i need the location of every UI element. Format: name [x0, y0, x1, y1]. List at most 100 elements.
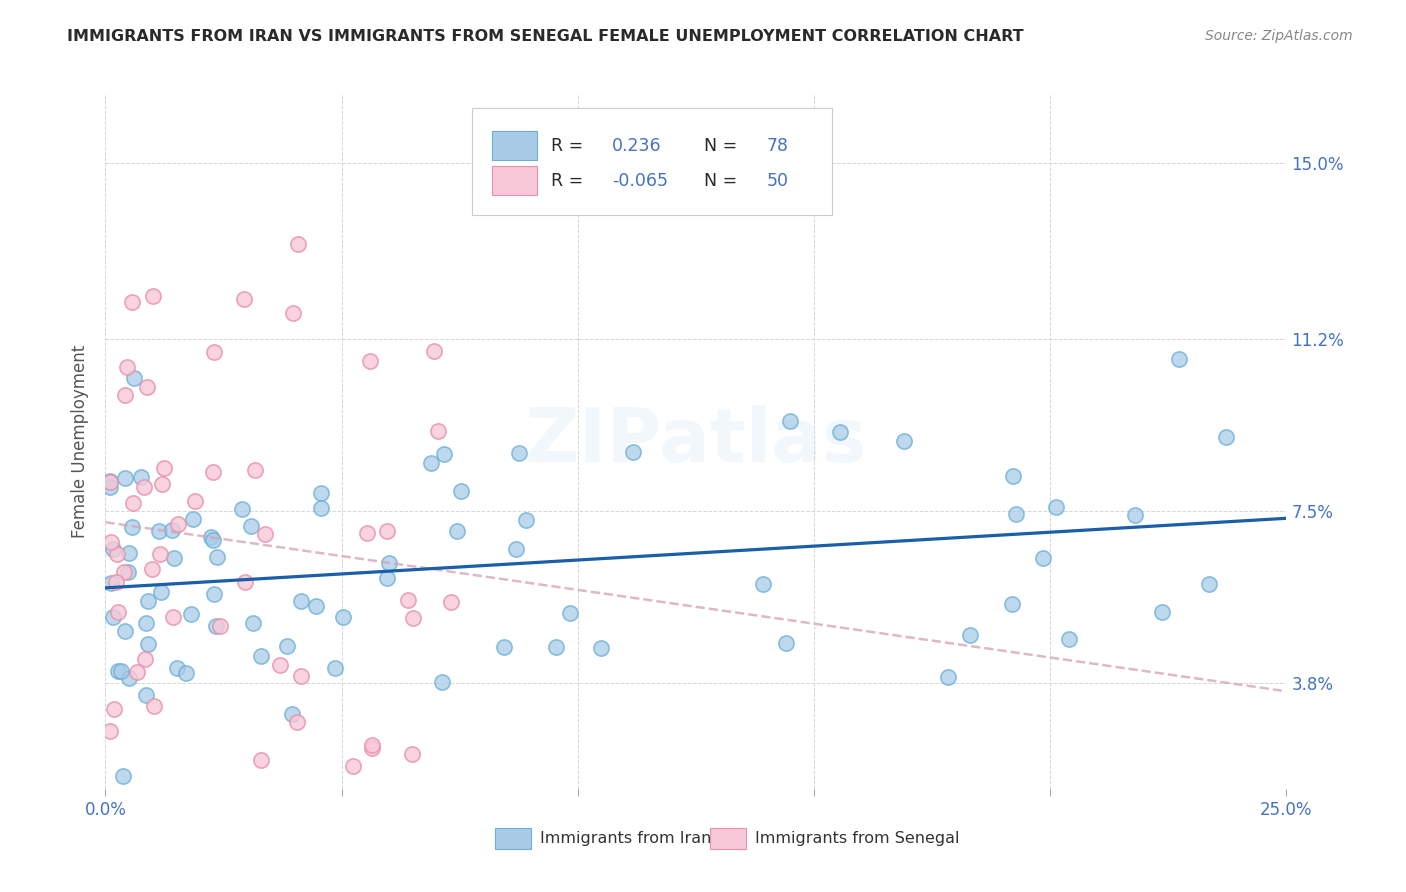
Point	[309, 486, 332, 500]
Text: IMMIGRANTS FROM IRAN VS IMMIGRANTS FROM SENEGAL FEMALE UNEMPLOYMENT CORRELATION : IMMIGRANTS FROM IRAN VS IMMIGRANTS FROM …	[67, 29, 1024, 44]
Point	[118, 671, 141, 685]
Point	[202, 345, 225, 359]
Point	[375, 571, 398, 585]
Point	[446, 524, 468, 538]
Text: Immigrants from Senegal: Immigrants from Senegal	[755, 831, 959, 847]
Point	[114, 388, 136, 402]
Point	[98, 723, 121, 738]
Text: R =: R =	[551, 171, 589, 190]
Point	[202, 465, 225, 479]
Point	[558, 607, 581, 621]
Point	[162, 523, 184, 537]
Point	[136, 637, 159, 651]
Point	[492, 640, 515, 654]
Point	[893, 434, 915, 448]
Point	[401, 747, 423, 761]
Point	[142, 288, 165, 302]
Point	[233, 292, 256, 306]
Point	[117, 565, 139, 579]
Point	[129, 470, 152, 484]
Point	[163, 550, 186, 565]
Point	[138, 593, 160, 607]
Point	[1150, 605, 1173, 619]
Point	[100, 535, 122, 549]
Point	[200, 530, 222, 544]
Point	[332, 610, 354, 624]
Point	[135, 379, 157, 393]
Point	[356, 525, 378, 540]
Bar	[492, 131, 537, 161]
Point	[285, 714, 308, 729]
Point	[1001, 598, 1024, 612]
Text: N =: N =	[704, 136, 742, 155]
Point	[242, 616, 264, 631]
Point	[546, 640, 568, 654]
Text: Immigrants from Iran: Immigrants from Iran	[540, 831, 711, 847]
FancyBboxPatch shape	[471, 108, 832, 216]
Text: N =: N =	[704, 171, 742, 190]
Point	[959, 628, 981, 642]
Point	[250, 753, 273, 767]
Point	[112, 768, 135, 782]
Point	[98, 480, 121, 494]
Point	[276, 639, 298, 653]
Point	[149, 585, 172, 599]
Point	[426, 424, 449, 438]
Bar	[492, 166, 537, 195]
Point	[359, 353, 381, 368]
Point	[103, 541, 125, 556]
Point	[779, 414, 801, 428]
Point	[202, 533, 225, 547]
Point	[122, 370, 145, 384]
Point	[1198, 577, 1220, 591]
Point	[208, 619, 231, 633]
Point	[287, 236, 309, 251]
Point	[148, 548, 170, 562]
Point	[254, 527, 277, 541]
Point	[101, 610, 124, 624]
Point	[114, 471, 136, 485]
Point	[135, 616, 157, 631]
Text: 78: 78	[766, 136, 789, 155]
Point	[121, 295, 143, 310]
Point	[141, 561, 163, 575]
Point	[290, 669, 312, 683]
Point	[305, 599, 328, 614]
Text: Source: ZipAtlas.com: Source: ZipAtlas.com	[1205, 29, 1353, 43]
Point	[153, 461, 176, 475]
Text: 50: 50	[766, 171, 789, 190]
Bar	[495, 829, 530, 849]
Point	[122, 496, 145, 510]
Point	[150, 476, 173, 491]
Point	[143, 699, 166, 714]
Point	[243, 463, 266, 477]
Point	[132, 480, 155, 494]
Point	[621, 445, 644, 459]
Point	[515, 513, 537, 527]
Point	[361, 741, 384, 756]
Point	[239, 519, 262, 533]
Point	[281, 707, 304, 722]
Point	[290, 594, 312, 608]
Point	[107, 664, 129, 678]
Point	[98, 475, 121, 489]
Point	[433, 447, 456, 461]
Point	[202, 587, 225, 601]
Point	[283, 306, 305, 320]
Point	[180, 607, 202, 622]
Point	[148, 524, 170, 538]
Point	[1059, 632, 1081, 647]
Text: R =: R =	[551, 136, 589, 155]
Point	[1005, 508, 1028, 522]
Point	[752, 577, 775, 591]
Text: 0.236: 0.236	[612, 136, 662, 155]
Point	[591, 640, 613, 655]
Point	[423, 343, 446, 358]
Point	[1002, 469, 1025, 483]
Point	[166, 661, 188, 675]
Y-axis label: Female Unemployment: Female Unemployment	[72, 345, 90, 538]
Point	[98, 474, 121, 488]
Point	[401, 611, 423, 625]
Point	[269, 657, 291, 672]
Point	[127, 665, 149, 679]
